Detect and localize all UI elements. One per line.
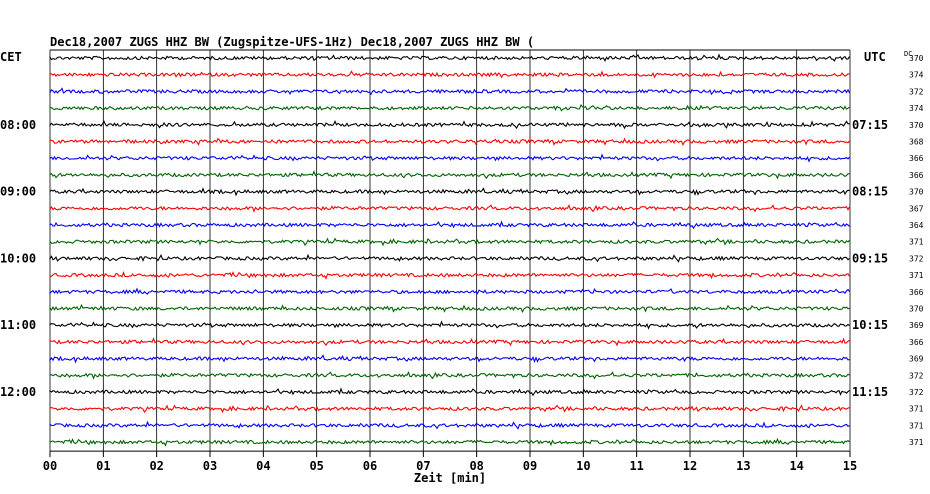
trace-row-4: [49, 120, 850, 130]
x-tick-label: 04: [256, 459, 270, 473]
trace-row-2: [49, 87, 850, 96]
trace-row-14: [49, 287, 850, 295]
right-time-label: 09:15: [852, 251, 888, 265]
dc-offset-label: 366: [909, 288, 924, 297]
left-time-label: 08:00: [0, 118, 36, 132]
dc-offset-labels: 370 374 372 374 370 368 366 366 370 367 364 371 372 3…: [909, 54, 924, 447]
seismic-traces: [49, 53, 850, 447]
trace-row-9: [49, 204, 850, 213]
x-tick-label: 03: [203, 459, 217, 473]
left-time-label: 12:00: [0, 385, 36, 399]
right-timezone-label: UTC: [864, 50, 886, 64]
trace-row-13: [49, 271, 850, 280]
x-tick-label: 01: [96, 459, 110, 473]
left-time-label: 09:00: [0, 185, 36, 199]
trace-row-16: [49, 320, 850, 330]
x-tick-label: 10: [576, 459, 590, 473]
trace-row-5: [49, 137, 850, 146]
x-tick-label: 06: [363, 459, 377, 473]
trace-row-15: [49, 303, 850, 313]
dc-offset-label: 374: [909, 71, 924, 80]
right-time-label: 08:15: [852, 185, 888, 199]
dc-offset-label: 370: [909, 305, 924, 314]
x-axis-label: Zeit [min]: [414, 471, 486, 485]
right-time-label: 10:15: [852, 318, 888, 332]
dc-offset-label: 368: [909, 138, 924, 147]
dc-offset-label: 369: [909, 355, 924, 364]
x-tick-label: 00: [43, 459, 57, 473]
x-tick-label: 08: [469, 459, 483, 473]
left-time-label: 10:00: [0, 251, 36, 265]
x-tick-label: 11: [629, 459, 643, 473]
trace-row-3: [49, 103, 850, 112]
trace-row-11: [49, 237, 850, 247]
dc-offset-label: 371: [909, 238, 924, 247]
dc-offset-label: 371: [909, 405, 924, 414]
trace-row-18: [49, 354, 850, 364]
left-time-label: 11:00: [0, 318, 36, 332]
x-tick-label: 15: [843, 459, 857, 473]
x-tick-label: 12: [683, 459, 697, 473]
trace-row-0: [49, 53, 850, 63]
trace-row-20: [49, 387, 850, 397]
x-tick-label: 07: [416, 459, 430, 473]
left-time-labels: 08:00 09:00 10:00 11:00 12:00: [0, 118, 36, 399]
dc-offset-label: 372: [909, 371, 924, 380]
x-tick-label: 05: [309, 459, 323, 473]
trace-row-23: [49, 437, 850, 447]
trace-row-17: [49, 337, 850, 347]
x-tick-label: 09: [523, 459, 537, 473]
trace-row-21: [49, 404, 850, 414]
dc-offset-label: 370: [909, 188, 924, 197]
left-timezone-label: CET: [0, 50, 22, 64]
dc-offset-label: 366: [909, 338, 924, 347]
dc-offset-label: 372: [909, 388, 924, 397]
trace-row-22: [49, 420, 850, 430]
dc-offset-label: 371: [909, 438, 924, 447]
right-time-label: 07:15: [852, 118, 888, 132]
grid-lines: [49, 49, 851, 452]
dc-offset-label: 369: [909, 321, 924, 330]
trace-row-7: [49, 170, 850, 180]
x-axis: 00 01 02 03 04 05 06 07 08 09 10 11 12 13 14 15: [43, 451, 857, 473]
dc-offset-label: 366: [909, 171, 924, 180]
trace-row-6: [49, 153, 850, 163]
chart-title: Dec18,2007 ZUGS HHZ BW (Zugspitze-UFS-1H…: [50, 35, 534, 49]
dc-offset-label: 367: [909, 204, 924, 213]
dc-offset-label: 370: [909, 121, 924, 130]
dc-label: DC: [904, 50, 912, 58]
dc-offset-label: 364: [909, 221, 924, 230]
trace-row-1: [49, 70, 850, 79]
dc-offset-label: 374: [909, 104, 924, 113]
trace-row-12: [49, 253, 850, 263]
trace-row-8: [49, 187, 850, 197]
dc-offset-label: 371: [909, 421, 924, 430]
right-time-label: 11:15: [852, 385, 888, 399]
dc-offset-label: 372: [909, 87, 924, 96]
trace-row-19: [49, 371, 850, 380]
x-tick-label: 14: [789, 459, 803, 473]
dc-offset-label: 366: [909, 154, 924, 163]
trace-row-10: [49, 220, 850, 230]
right-time-labels: 07:15 08:15 09:15 10:15 11:15: [852, 118, 888, 399]
dc-offset-label: 371: [909, 271, 924, 280]
dc-offset-label: 370: [909, 54, 924, 63]
x-tick-label: 13: [736, 459, 750, 473]
x-tick-label: 02: [149, 459, 163, 473]
dc-offset-label: 372: [909, 254, 924, 263]
